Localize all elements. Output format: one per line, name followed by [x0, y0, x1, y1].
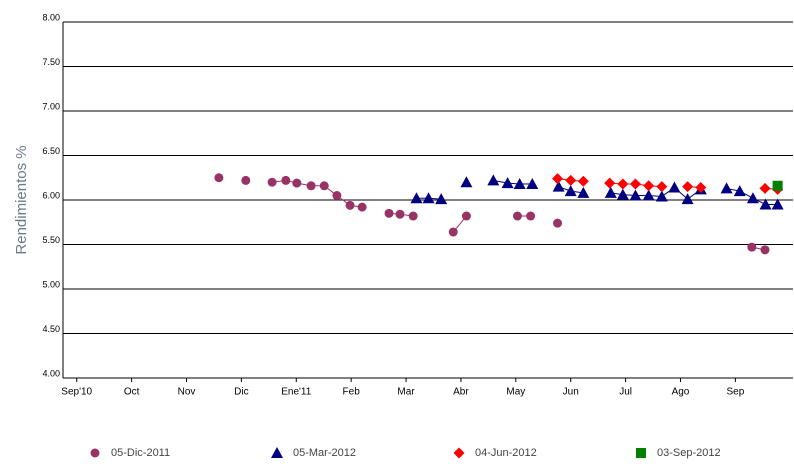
x-tick-label: Feb — [343, 387, 361, 398]
marker — [747, 242, 757, 252]
marker — [616, 188, 629, 200]
marker — [604, 186, 617, 198]
x-tick-label: May — [506, 387, 525, 398]
legend-label: 05-Dic-2011 — [111, 447, 170, 459]
y-tick-label: 5.00 — [42, 279, 60, 289]
y-tick-label: 4.00 — [42, 368, 60, 378]
legend-label: 03-Sep-2012 — [657, 447, 721, 459]
marker — [552, 180, 565, 192]
marker — [448, 227, 458, 237]
marker — [461, 211, 471, 221]
marker — [487, 174, 500, 186]
marker — [395, 209, 405, 219]
legend-label: 04-Jun-2012 — [475, 447, 537, 459]
legend-marker — [90, 448, 100, 458]
marker — [746, 192, 759, 204]
marker — [345, 200, 355, 210]
marker — [577, 175, 589, 187]
x-tick-label: Nov — [178, 387, 196, 398]
marker — [656, 181, 668, 193]
marker — [526, 211, 536, 221]
marker — [552, 173, 564, 185]
marker — [422, 192, 435, 204]
marker — [292, 178, 302, 188]
marker — [460, 176, 473, 188]
marker — [267, 177, 277, 187]
marker — [306, 181, 316, 191]
legend-label: 05-Mar-2012 — [293, 447, 356, 459]
y-tick-label: 6.50 — [42, 146, 60, 156]
marker — [241, 175, 251, 185]
x-tick-label: Sep'10 — [61, 387, 92, 398]
x-tick-label: Oct — [124, 387, 140, 398]
marker — [564, 185, 577, 197]
x-tick-label: Ago — [672, 387, 690, 398]
marker — [682, 181, 694, 193]
marker — [332, 191, 342, 201]
marker — [357, 202, 367, 212]
y-tick-label: 7.50 — [42, 57, 60, 67]
marker — [410, 192, 423, 204]
x-tick-label: Abr — [453, 387, 469, 398]
marker — [655, 190, 668, 202]
marker — [759, 198, 772, 210]
marker — [319, 181, 329, 191]
legend-marker — [271, 447, 283, 458]
marker — [565, 174, 577, 186]
y-tick-label: 5.50 — [42, 235, 60, 245]
marker — [772, 180, 783, 191]
marker — [526, 177, 539, 189]
marker — [681, 193, 694, 205]
marker — [668, 181, 681, 193]
marker — [643, 180, 655, 192]
y-tick-label: 8.00 — [42, 12, 60, 22]
y-tick-label: 6.00 — [42, 190, 60, 200]
marker — [435, 193, 448, 205]
y-axis-label: Rendimientos % — [13, 145, 30, 254]
marker — [512, 211, 522, 221]
marker — [577, 186, 590, 198]
x-tick-label: Ene'11 — [281, 387, 312, 398]
marker — [553, 218, 563, 228]
marker — [629, 189, 642, 201]
marker — [760, 245, 770, 255]
marker — [771, 198, 784, 210]
marker — [513, 177, 526, 189]
marker — [695, 182, 707, 194]
y-tick-label: 4.50 — [42, 324, 60, 334]
x-tick-label: Jul — [619, 387, 632, 398]
y-tick-label: 7.00 — [42, 101, 60, 111]
x-tick-label: Jun — [563, 387, 579, 398]
marker — [720, 182, 733, 194]
x-tick-label: Mar — [397, 387, 415, 398]
marker — [759, 182, 771, 194]
marker — [629, 178, 641, 190]
legend-marker — [636, 448, 646, 458]
x-tick-label: Sep — [726, 387, 744, 398]
marker — [214, 173, 224, 183]
marker — [604, 177, 616, 189]
legend-marker — [453, 447, 465, 459]
marker — [501, 177, 514, 189]
marker — [384, 208, 394, 218]
marker — [733, 185, 746, 197]
marker — [642, 189, 655, 201]
marker — [408, 211, 418, 221]
x-tick-label: Dic — [234, 387, 248, 398]
marker — [281, 175, 291, 185]
marker — [617, 178, 629, 190]
